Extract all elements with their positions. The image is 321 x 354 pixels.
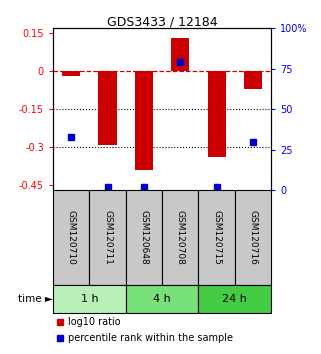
Text: GSM120711: GSM120711 (103, 210, 112, 265)
Text: 4 h: 4 h (153, 294, 171, 304)
Bar (171, 39, 189, 71)
Bar (89, 190, 126, 285)
Text: GSM120715: GSM120715 (212, 210, 221, 265)
Bar (126, 190, 162, 285)
Text: 24 h: 24 h (222, 294, 247, 304)
Bar (53, 285, 126, 313)
Bar (235, 190, 271, 285)
Bar (162, 190, 198, 285)
Text: 1 h: 1 h (81, 294, 98, 304)
Text: GSM120716: GSM120716 (248, 210, 257, 265)
Bar (198, 190, 235, 285)
Bar (126, 285, 198, 313)
Text: time ►: time ► (18, 294, 53, 304)
Bar (62, 71, 80, 76)
Text: GSM120648: GSM120648 (139, 210, 148, 265)
Bar (99, 71, 117, 145)
Bar (208, 71, 226, 157)
Bar (53, 190, 89, 285)
Bar (244, 71, 262, 89)
Text: GSM120710: GSM120710 (67, 210, 76, 265)
Bar (135, 71, 153, 170)
Title: GDS3433 / 12184: GDS3433 / 12184 (107, 15, 217, 28)
Text: percentile rank within the sample: percentile rank within the sample (68, 333, 233, 343)
Bar (198, 285, 271, 313)
Text: GSM120708: GSM120708 (176, 210, 185, 265)
Text: log10 ratio: log10 ratio (68, 316, 121, 327)
